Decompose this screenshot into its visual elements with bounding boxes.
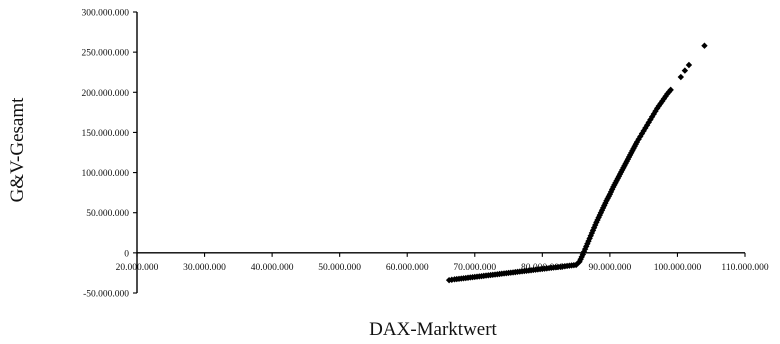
data-point <box>638 130 646 137</box>
data-point <box>593 219 600 226</box>
data-point <box>598 207 606 214</box>
data-point <box>645 119 652 126</box>
data-point <box>625 153 633 161</box>
data-point <box>677 73 685 81</box>
y-tick-label: 200.000.000 <box>82 89 130 99</box>
data-point <box>590 224 598 231</box>
data-point <box>610 183 617 191</box>
data-point <box>530 266 537 274</box>
data-point <box>617 168 625 176</box>
data-point <box>578 253 585 261</box>
data-point <box>557 263 564 270</box>
data-point <box>476 273 483 280</box>
data-point <box>615 173 623 180</box>
data-point <box>632 141 639 148</box>
data-point <box>462 274 469 282</box>
x-axis-ticks: 20.000.000 30.000.000 40.000.000 50.000.000… <box>116 252 769 273</box>
y-axis-title: G&V-Gesamt <box>7 97 28 203</box>
x-axis-title: DAX-Marktwert <box>369 319 497 340</box>
data-point <box>482 272 490 279</box>
x-tick-label: 110.000.000 <box>721 263 768 273</box>
data-point <box>602 199 609 207</box>
data-point <box>574 260 581 267</box>
data-point <box>629 147 636 154</box>
data-point <box>596 211 603 219</box>
x-tick-label: 40.000.000 <box>251 263 294 273</box>
data-point <box>581 245 589 253</box>
data-point <box>642 124 649 132</box>
data-point <box>701 42 708 49</box>
data-point <box>543 265 551 272</box>
x-tick-label: 90.000.000 <box>589 263 632 273</box>
x-tick-label: 30.000.000 <box>183 263 226 273</box>
data-point <box>577 256 584 263</box>
data-point <box>523 267 530 274</box>
y-tick-label: 300.000.000 <box>82 9 130 19</box>
data-point <box>648 113 656 120</box>
y-tick-label: -50.000.000 <box>83 290 129 300</box>
data-point <box>503 269 510 277</box>
data-point <box>594 216 601 224</box>
data-point <box>469 274 476 281</box>
y-tick-label: 50.000.000 <box>86 209 129 219</box>
data-point <box>455 275 463 283</box>
data-point <box>619 166 626 174</box>
x-tick-label: 50.000.000 <box>318 263 361 273</box>
data-point <box>605 193 612 200</box>
data-point <box>662 93 669 100</box>
data-point <box>608 186 616 193</box>
x-tick-label: 60.000.000 <box>386 263 429 273</box>
data-point <box>592 221 599 229</box>
data-point <box>664 90 671 98</box>
data-point <box>607 188 615 196</box>
x-tick-label: 20.000.000 <box>116 263 159 273</box>
data-point <box>612 179 619 186</box>
data-point <box>665 88 673 96</box>
data-point <box>448 276 456 283</box>
data-point <box>621 162 628 169</box>
data-point <box>587 232 594 239</box>
data-point <box>563 262 571 270</box>
data-points <box>445 42 708 284</box>
data-point <box>489 271 496 279</box>
data-point <box>637 133 644 140</box>
x-tick-label: 100.000.000 <box>654 263 702 273</box>
data-point <box>652 107 659 115</box>
y-tick-label: 150.000.000 <box>82 129 130 139</box>
data-point <box>681 67 689 74</box>
data-point <box>635 136 642 143</box>
data-point <box>595 214 602 221</box>
data-point <box>659 97 666 105</box>
data-point <box>588 229 596 237</box>
data-point <box>631 143 638 150</box>
data-point <box>516 268 524 275</box>
data-point <box>623 158 630 165</box>
data-point <box>550 264 557 271</box>
y-axis-ticks: -50.000.000 0 50.000.000 100.000.000 150.000… <box>82 9 137 300</box>
y-tick-label: 100.000.000 <box>82 169 130 179</box>
data-point <box>655 102 663 110</box>
data-point <box>536 265 544 273</box>
data-point <box>650 110 657 118</box>
axes <box>136 12 745 293</box>
data-point <box>604 195 611 202</box>
data-point <box>585 237 592 245</box>
data-point <box>653 105 661 112</box>
data-point <box>509 269 517 276</box>
data-point <box>583 243 590 250</box>
x-tick-label: 70.000.000 <box>453 263 496 273</box>
data-point <box>496 270 503 278</box>
data-point <box>640 127 647 135</box>
data-point <box>667 86 674 94</box>
y-tick-label: 0 <box>124 249 129 259</box>
y-tick-label: 250.000.000 <box>82 49 130 59</box>
data-point <box>626 151 634 159</box>
data-point <box>622 160 629 167</box>
data-point <box>685 61 693 69</box>
